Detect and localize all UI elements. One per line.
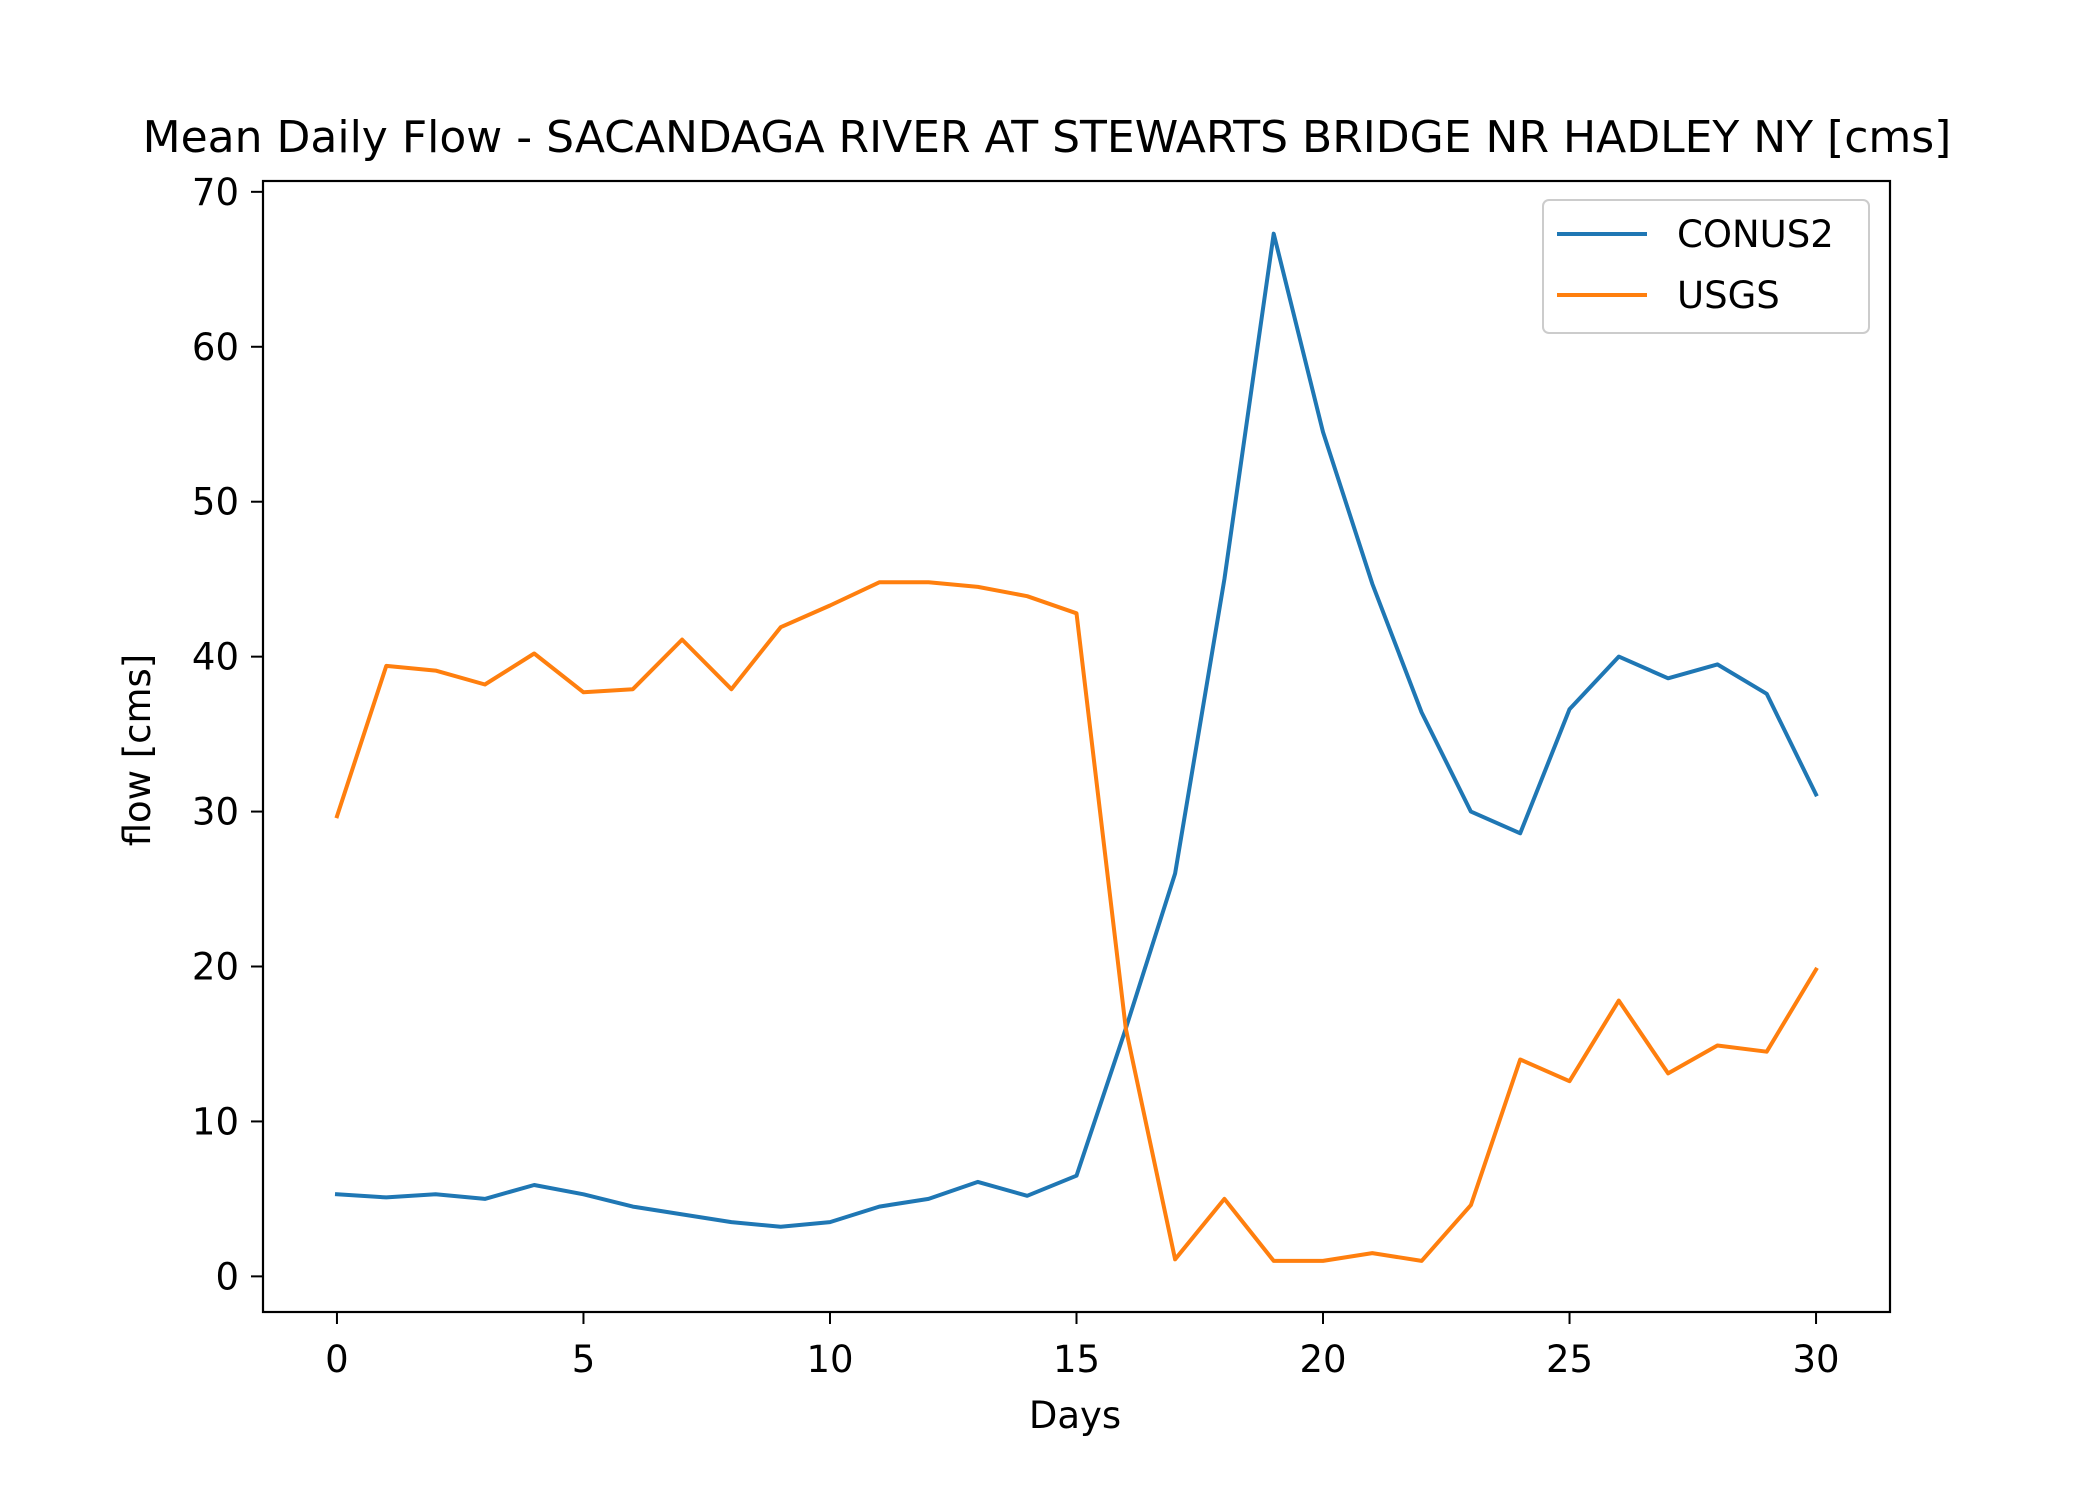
legend-label-conus2: CONUS2 bbox=[1677, 213, 1834, 256]
y-tick-label: 50 bbox=[192, 481, 239, 524]
y-axis-label: flow [cms] bbox=[116, 654, 159, 847]
series-line-usgs bbox=[334, 580, 1819, 1263]
legend: CONUS2 USGS bbox=[1542, 199, 1870, 334]
y-tick-label: 40 bbox=[192, 636, 239, 679]
y-tick-label: 20 bbox=[192, 946, 239, 989]
x-tick-label: 5 bbox=[572, 1338, 596, 1381]
y-tick-label: 70 bbox=[192, 171, 239, 214]
legend-label-usgs: USGS bbox=[1677, 274, 1780, 317]
x-tick-label: 30 bbox=[1792, 1338, 1839, 1381]
x-tick-label: 0 bbox=[325, 1338, 349, 1381]
x-tick-label: 25 bbox=[1546, 1338, 1593, 1381]
x-tick-label: 15 bbox=[1053, 1338, 1100, 1381]
plot-area-frame bbox=[261, 179, 1892, 1314]
y-tick-label: 30 bbox=[192, 791, 239, 834]
y-tick-label: 60 bbox=[192, 326, 239, 369]
y-tick-label: 10 bbox=[192, 1100, 239, 1143]
x-axis-ticks: 0 5 10 15 20 25 30 bbox=[325, 1312, 1840, 1381]
x-tick-label: 10 bbox=[806, 1338, 853, 1381]
series-lines bbox=[334, 231, 1819, 1263]
x-axis-label: Days bbox=[1029, 1394, 1121, 1437]
chart-title: Mean Daily Flow - SACANDAGA RIVER AT STE… bbox=[143, 112, 1952, 163]
series-line-conus2 bbox=[334, 231, 1819, 1229]
y-axis-ticks: 0 10 20 30 40 50 60 70 bbox=[192, 171, 263, 1298]
y-tick-label: 0 bbox=[215, 1255, 239, 1298]
x-tick-label: 20 bbox=[1299, 1338, 1346, 1381]
